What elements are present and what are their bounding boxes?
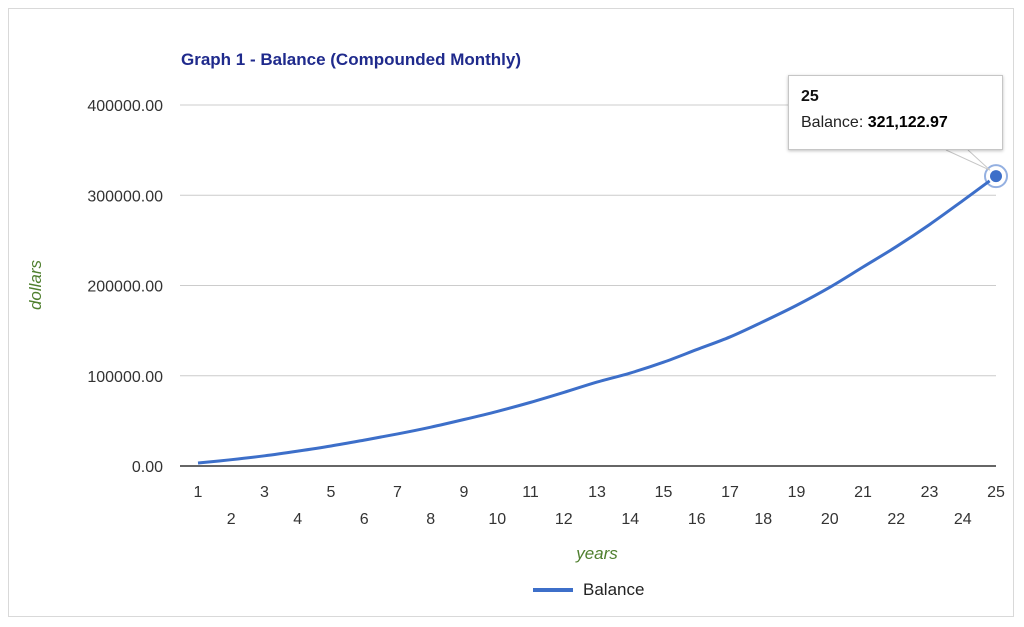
series-points [945, 149, 1008, 189]
x-tick-label: 10 [488, 511, 506, 528]
tooltip-title: 25 [801, 88, 819, 105]
x-tick-label: 3 [260, 484, 269, 501]
x-tick-label: 24 [954, 511, 972, 528]
x-tick-label: 5 [327, 484, 336, 501]
data-point-25[interactable] [990, 170, 1002, 183]
x-tick-label: 8 [426, 511, 435, 528]
x-tick-label: 13 [588, 484, 606, 501]
x-tick-label: 12 [555, 511, 573, 528]
y-tick-label: 400000.00 [87, 98, 163, 115]
x-tick-label: 14 [621, 511, 639, 528]
x-tick-label: 22 [887, 511, 905, 528]
y-tick-label: 200000.00 [87, 279, 163, 296]
tooltip: 25 Balance: 321,122.97 [788, 75, 1003, 150]
x-tick-label: 4 [293, 511, 302, 528]
tooltip-label: Balance: [801, 114, 864, 131]
gridlines [180, 104, 996, 467]
y-tick-label: 100000.00 [87, 369, 163, 386]
x-tick-label: 1 [194, 484, 203, 501]
x-tick-label: 6 [360, 511, 369, 528]
tooltip-value: 321,122.97 [867, 114, 948, 131]
x-tick-label: 19 [788, 484, 806, 501]
chart-title: Graph 1 - Balance (Compounded Monthly) [181, 50, 522, 69]
x-axis-label: years [576, 544, 618, 563]
y-tick-labels: 0.00 100000.00 200000.00 300000.00 400000.00 [87, 98, 163, 476]
highlight-ring [984, 164, 1008, 189]
y-tick-label: 0.00 [132, 459, 163, 476]
tooltip-pointer [945, 149, 991, 171]
x-tick-label: 2 [227, 511, 236, 528]
x-tick-label: 17 [721, 484, 739, 501]
x-tick-label: 11 [522, 484, 539, 501]
y-tick-label: 300000.00 [87, 188, 163, 205]
x-tick-label: 9 [460, 484, 469, 501]
x-tick-labels: 1234567891011121314151617181920212223242… [194, 484, 1005, 528]
legend-label: Balance [583, 580, 645, 599]
series-line-balance [197, 174, 997, 465]
x-tick-label: 18 [754, 511, 772, 528]
x-tick-label: 7 [393, 484, 402, 501]
x-tick-label: 25 [987, 484, 1005, 501]
legend[interactable]: Balance [533, 580, 644, 600]
legend-swatch [533, 588, 573, 592]
x-tick-label: 16 [688, 511, 706, 528]
x-tick-label: 23 [921, 484, 939, 501]
x-tick-label: 21 [854, 484, 872, 501]
x-tick-label: 15 [655, 484, 673, 501]
tooltip-line: Balance: 321,122.97 [801, 114, 990, 132]
x-tick-label: 20 [821, 511, 839, 528]
series-lines [197, 174, 997, 465]
